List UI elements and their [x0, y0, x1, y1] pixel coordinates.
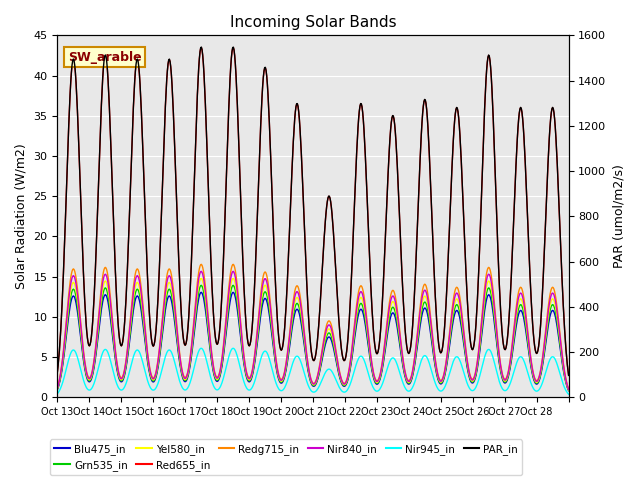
Title: Incoming Solar Bands: Incoming Solar Bands — [230, 15, 396, 30]
Y-axis label: PAR (umol/m2/s): PAR (umol/m2/s) — [612, 164, 625, 268]
Text: SW_arable: SW_arable — [68, 51, 141, 64]
Legend: Blu475_in, Grn535_in, Yel580_in, Red655_in, Redg715_in, Nir840_in, Nir945_in, PA: Blu475_in, Grn535_in, Yel580_in, Red655_… — [50, 439, 522, 475]
Y-axis label: Solar Radiation (W/m2): Solar Radiation (W/m2) — [15, 144, 28, 289]
